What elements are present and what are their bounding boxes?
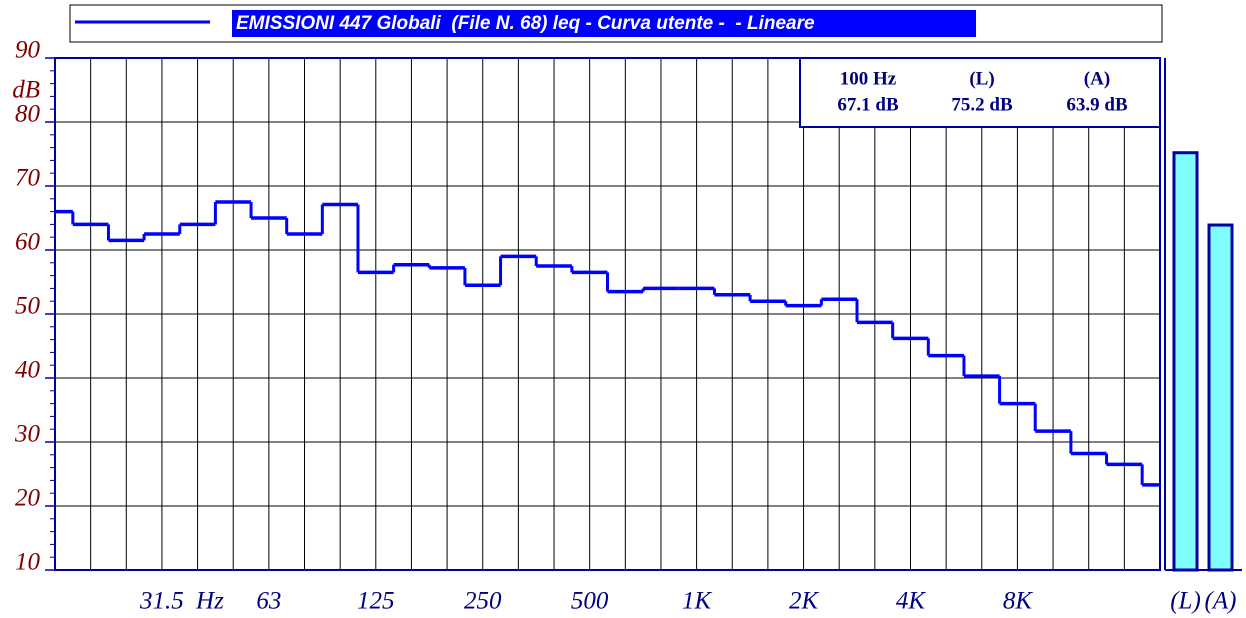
readout-value: 67.1 dB (837, 94, 899, 115)
legend-text: EMISSIONI 447 Globali (File N. 68) leq -… (236, 13, 815, 34)
legend-highlight (232, 10, 976, 37)
x-tick-label: 1K (682, 588, 713, 615)
x-tick-label: 8K (1003, 588, 1034, 615)
plot-frame (54, 57, 1161, 571)
x-tick-label: 63 (256, 588, 281, 615)
y-tick-label: 30 (14, 421, 41, 448)
y-tick-label: 10 (15, 549, 41, 576)
y-tick-label: 60 (15, 229, 41, 256)
y-tick-label: 80 (15, 101, 41, 128)
x-unit: Hz (195, 588, 224, 615)
x-tick-label: 250 (464, 588, 502, 615)
bar (1207, 223, 1234, 572)
x-tick-label: 125 (357, 588, 395, 615)
bar-label: (A) (1205, 588, 1237, 615)
readout-value: 75.2 dB (951, 94, 1013, 115)
x-tick-label: 2K (789, 588, 820, 615)
x-tick-label: 500 (571, 588, 609, 615)
bar (1172, 151, 1199, 572)
readout-value: 63.9 dB (1066, 94, 1128, 115)
readout-label: 100 Hz (840, 68, 897, 89)
y-tick-label: 70 (15, 165, 41, 192)
bar-label: (L) (1170, 588, 1201, 615)
y-tick-label: 50 (15, 293, 41, 320)
x-tick-label: 4K (896, 588, 927, 615)
y-tick-label: 20 (15, 485, 41, 512)
x-tick-label: 31.5 (139, 588, 184, 615)
readout-label: (A) (1084, 68, 1110, 89)
y-tick-label: 40 (15, 357, 41, 384)
y-tick-label: 90 (15, 37, 41, 64)
readout-box (799, 57, 1161, 128)
y-unit: dB (12, 77, 40, 104)
readout-label: (L) (969, 68, 994, 89)
